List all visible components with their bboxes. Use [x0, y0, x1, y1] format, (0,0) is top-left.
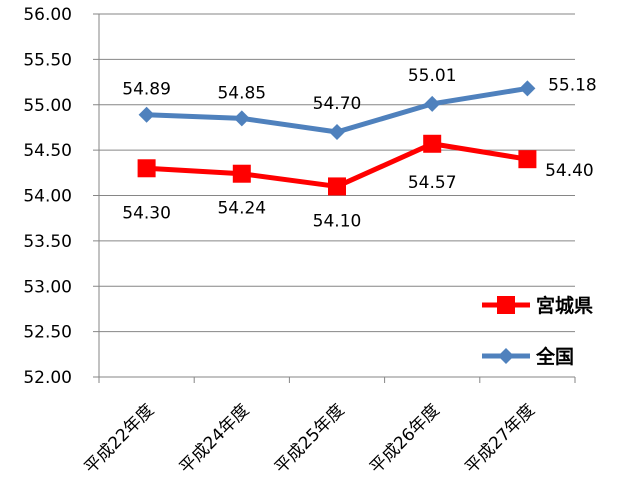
data-point-marker [328, 177, 346, 196]
data-label: 54.89 [122, 80, 171, 100]
data-label: 54.24 [217, 199, 266, 219]
data-point-marker [232, 164, 251, 183]
data-label: 54.85 [217, 83, 266, 103]
data-point-marker [518, 150, 537, 169]
data-point-marker [329, 123, 345, 140]
data-point-marker [423, 134, 442, 153]
data-label: 54.30 [122, 203, 171, 223]
series-layer [137, 80, 537, 196]
data-label: 55.18 [548, 75, 597, 95]
y-axis-ticks: 52.00 52.50 53.00 53.50 54.00 54.50 55.00 55.50… [23, 5, 72, 388]
y-tick-label: 55.50 [23, 50, 72, 70]
data-label: 54.70 [313, 94, 362, 114]
data-label: 54.40 [545, 161, 594, 181]
data-label: 54.10 [313, 211, 362, 231]
y-tick-label: 52.00 [23, 368, 72, 388]
y-tick-label: 52.50 [23, 323, 72, 343]
legend-label: 宮城県 [536, 294, 593, 317]
y-tick-label: 54.50 [23, 141, 72, 161]
axes [93, 13, 576, 383]
y-tick-label: 55.00 [23, 96, 72, 116]
y-tick-label: 54.00 [23, 187, 72, 207]
data-point-marker [138, 106, 155, 123]
x-tick-label: 平成25年度 [271, 400, 349, 478]
legend-label: 全国 [535, 345, 574, 368]
y-tick-label: 53.00 [23, 277, 72, 297]
x-axis-ticks: 平成22年度 平成24年度 平成25年度 平成26年度 平成27年度 [81, 400, 539, 478]
data-point-marker [233, 110, 250, 127]
y-tick-label: 56.00 [23, 5, 72, 25]
data-point-marker [137, 159, 156, 178]
data-labels: 54.30 54.24 54.10 54.57 54.40 54.89 54.85 54.70… [122, 66, 596, 232]
data-label: 54.57 [408, 173, 457, 193]
y-tick-label: 53.50 [23, 232, 72, 252]
legend-marker [498, 348, 514, 364]
x-tick-label: 平成22年度 [81, 400, 159, 478]
gridlines [99, 13, 575, 333]
data-label: 55.01 [408, 66, 457, 86]
x-tick-label: 平成26年度 [366, 400, 444, 478]
x-tick-label: 平成27年度 [461, 400, 539, 478]
x-tick-label: 平成24年度 [176, 400, 254, 478]
data-point-marker [424, 95, 441, 112]
legend-marker [497, 296, 515, 314]
data-point-marker [519, 80, 536, 97]
